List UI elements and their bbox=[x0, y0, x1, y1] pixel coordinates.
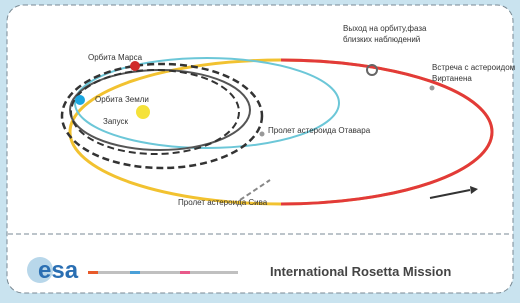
mission-title: International Rosetta Mission bbox=[270, 264, 451, 279]
page: Орбита Марса Орбита Земли Запуск Пролет … bbox=[0, 0, 520, 298]
bar bbox=[130, 271, 140, 274]
label: Орбита Земли bbox=[95, 95, 149, 104]
dot-bar bbox=[88, 271, 238, 274]
bar bbox=[88, 271, 238, 274]
earth bbox=[75, 95, 85, 105]
mars bbox=[130, 61, 140, 71]
label: Пролет астероида Отавара bbox=[268, 126, 371, 135]
label: Пролет астероида Сива bbox=[178, 198, 268, 207]
label: близких наблюдений bbox=[343, 35, 420, 44]
otawara bbox=[260, 132, 265, 137]
label: Орбита Марса bbox=[88, 53, 143, 62]
wirtanen bbox=[430, 86, 435, 91]
logo: esa bbox=[38, 257, 79, 284]
bar bbox=[180, 271, 190, 274]
label: Выход на орбиту,фаза bbox=[343, 24, 427, 33]
sun bbox=[136, 105, 150, 119]
label: Встреча с астероидом bbox=[432, 63, 515, 72]
label: Запуск bbox=[103, 117, 129, 126]
diagram: Орбита Марса Орбита Земли Запуск Пролет … bbox=[0, 0, 520, 298]
label: Виртанена bbox=[432, 74, 472, 83]
bar bbox=[88, 271, 98, 274]
